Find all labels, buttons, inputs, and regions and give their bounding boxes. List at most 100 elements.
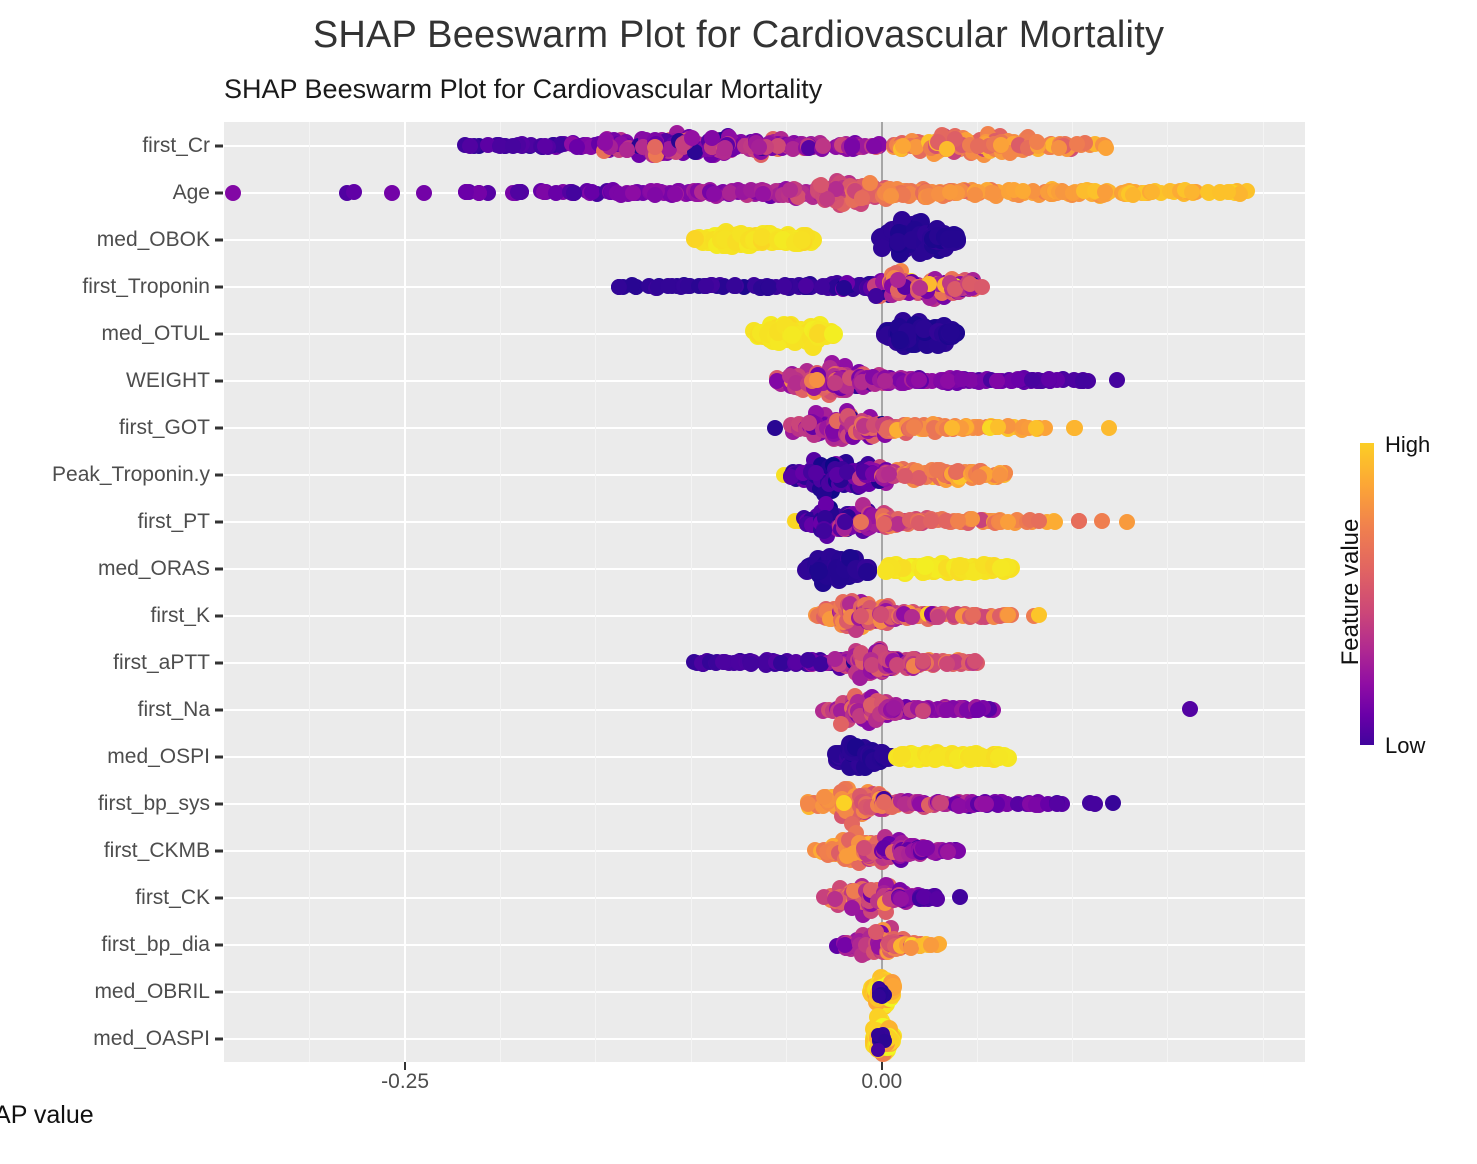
beeswarm-point [1094,513,1111,530]
beeswarm-point [939,843,956,860]
y-axis-tick-mark [215,896,223,899]
gridline-horizontal [224,990,1305,993]
zero-reference-line [880,122,883,1062]
gridline-vertical-minor [1262,122,1264,1062]
beeswarm-point [991,558,1010,577]
beeswarm-point [903,608,920,625]
y-axis-tick-mark [215,849,223,852]
beeswarm-point [797,277,814,294]
beeswarm-point [916,556,935,575]
beeswarm-point [856,840,873,857]
y-axis-tick-mark [215,473,223,476]
y-axis-tick-mark [215,755,223,758]
beeswarm-point [872,988,887,1003]
beeswarm-point [686,230,705,249]
gridline-vertical-minor [976,122,978,1062]
beeswarm-point [999,513,1016,530]
beeswarm-point [941,184,958,201]
y-axis-tick-mark [215,144,223,147]
beeswarm-point [950,513,967,530]
beeswarm-point [1000,607,1017,624]
beeswarm-point [754,185,771,202]
beeswarm-point [1144,184,1161,201]
beeswarm-point [611,279,628,296]
beeswarm-point [1074,372,1091,389]
beeswarm-point [965,607,982,624]
y-axis-tick-label: first_PT [137,509,210,533]
gridline-horizontal [224,426,1305,429]
legend-title: Feature value [1337,518,1364,666]
beeswarm-point [345,184,362,201]
beeswarm-point [1023,372,1040,389]
page-title: SHAP Beeswarm Plot for Cardiovascular Mo… [312,14,1165,56]
beeswarm-point [939,656,956,673]
beeswarm-point [954,371,971,388]
beeswarm-point [714,653,731,670]
beeswarm-point [871,1042,885,1057]
beeswarm-point [832,716,849,733]
y-axis-tick-mark [215,238,223,241]
y-axis-tick-mark [215,285,223,288]
beeswarm-point [892,891,909,908]
beeswarm-point [943,419,960,436]
y-axis-tick-mark [215,990,223,993]
beeswarm-point [853,607,870,624]
beeswarm-point [974,278,991,295]
y-axis-tick-label: Peak_Troponin.y [52,462,210,486]
beeswarm-point [1097,183,1114,200]
beeswarm-point [1101,419,1118,436]
beeswarm-point [566,184,583,201]
beeswarm-point [1029,134,1046,151]
beeswarm-point [1015,183,1032,200]
gridline-vertical-minor [499,122,501,1062]
beeswarm-point [781,182,798,199]
beeswarm-point [941,323,960,342]
y-axis-tick-label: med_OSPI [107,744,210,768]
beeswarm-point [992,137,1009,154]
beeswarm-point [537,137,554,154]
beeswarm-point [1041,371,1058,388]
x-axis-tick-mark [880,1062,883,1070]
beeswarm-point [977,795,994,812]
beeswarm-point [1068,136,1085,153]
beeswarm-point [969,138,986,155]
gridline-horizontal [224,943,1305,946]
beeswarm-point [809,371,826,388]
gridline-horizontal [224,473,1305,476]
beeswarm-point [1119,513,1136,530]
beeswarm-point [697,277,714,294]
beeswarm-point [726,278,743,295]
beeswarm-point [504,137,521,154]
gridline-vertical-minor [309,122,311,1062]
beeswarm-point [967,187,983,204]
gridline-horizontal [224,849,1305,852]
beeswarm-point [843,899,860,916]
beeswarm-point [893,745,912,764]
beeswarm-point [839,848,856,865]
beeswarm-point [914,653,931,670]
beeswarm-point [914,702,931,719]
legend-high-label: High [1385,432,1431,457]
gridline-horizontal [224,567,1305,570]
beeswarm-point [793,230,811,249]
beeswarm-point [922,513,939,530]
beeswarm-point [836,513,853,530]
beeswarm-point [867,924,884,941]
beeswarm-point [1220,183,1237,200]
y-axis-tick-mark [215,943,223,946]
gridline-horizontal [224,896,1305,899]
beeswarm-point [816,789,833,806]
y-axis-tick-label: med_OBOK [96,227,210,251]
gridline-horizontal [224,802,1305,805]
beeswarm-point [853,513,870,530]
beeswarm-point [415,184,432,201]
beeswarm-point [667,186,684,203]
beeswarm-point [914,840,931,857]
gridline-vertical-minor [690,122,692,1062]
y-axis-tick-label: first_Na [137,697,210,721]
color-legend: Feature value High Low [1325,430,1475,770]
beeswarm-point [890,272,907,289]
beeswarm-point [891,331,910,350]
beeswarm-point [950,556,969,575]
y-axis-tick-mark [215,332,223,335]
